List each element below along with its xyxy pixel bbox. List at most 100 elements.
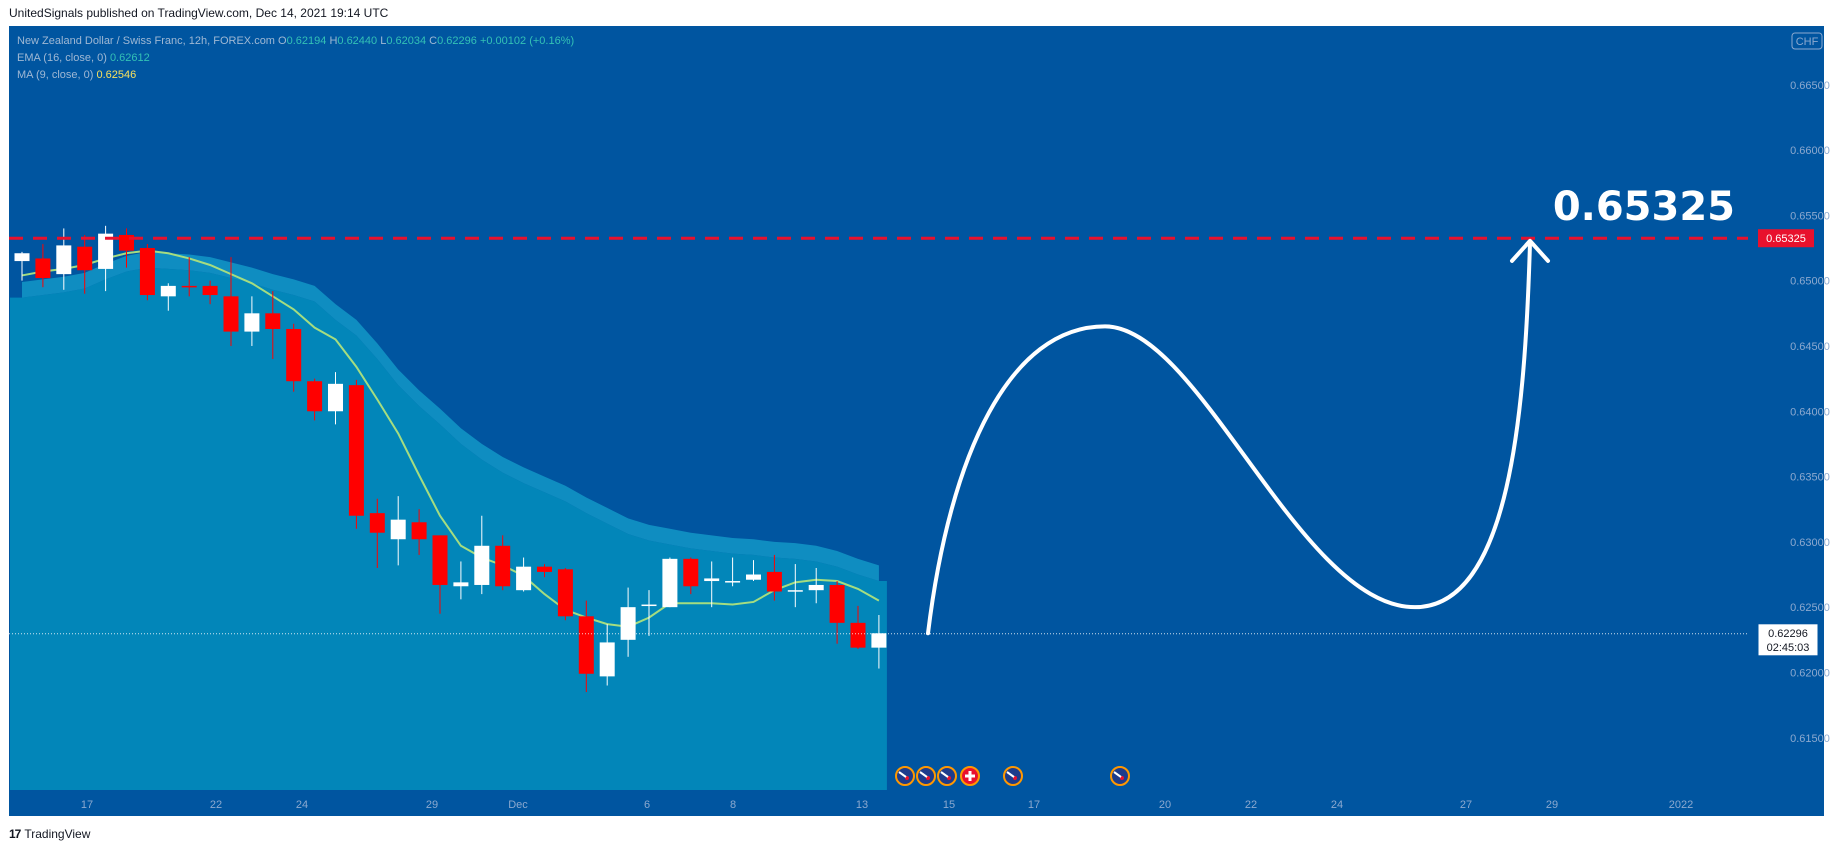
ma-legend[interactable]: MA (9, close, 0) 0.62546 xyxy=(17,69,136,81)
candle-body xyxy=(474,545,490,585)
currency-badge[interactable]: CHF xyxy=(1791,32,1823,50)
candle xyxy=(871,614,887,669)
candle xyxy=(223,257,239,346)
candle-body xyxy=(537,566,552,572)
candle-body xyxy=(202,285,218,296)
x-tick-label: 20 xyxy=(1159,799,1171,811)
high-value: 0.62440 xyxy=(337,35,378,47)
candle-body xyxy=(662,558,678,608)
current-price-label: 0.62296 xyxy=(1768,628,1808,640)
candle-body xyxy=(850,622,866,648)
candle xyxy=(244,296,260,346)
x-axis[interactable]: 17 22 24 29 Dec 6 8 13 15 17 20 22 24 27 29 2022 xyxy=(9,790,1824,816)
candle-body xyxy=(871,633,887,648)
candle xyxy=(160,283,176,311)
candle xyxy=(766,554,782,601)
candle-body xyxy=(432,535,448,585)
open-value: 0.62194 xyxy=(286,35,327,47)
candle xyxy=(808,567,824,604)
candle-body xyxy=(683,558,699,587)
target-price-badge xyxy=(1758,229,1814,248)
candle xyxy=(286,323,302,392)
open-label: O xyxy=(278,35,287,47)
candle xyxy=(474,515,490,595)
x-tick-label: 15 xyxy=(943,799,955,811)
candle-body xyxy=(557,569,573,617)
tv-logo-icon: 17 xyxy=(9,827,21,841)
candle xyxy=(348,379,364,529)
ema-value: 0.62612 xyxy=(109,52,150,64)
ma-line xyxy=(21,249,880,628)
flag-stripe xyxy=(898,771,907,778)
candle-body xyxy=(160,285,176,297)
y-tick-label: 0.62000 xyxy=(1790,667,1830,679)
ma-label: MA (9, close, 0) xyxy=(17,69,94,81)
change-value: +0.00102 (+0.16%) xyxy=(479,35,575,47)
candle xyxy=(328,372,343,425)
candle xyxy=(181,257,197,297)
y-tick-label: 0.63500 xyxy=(1790,472,1830,484)
candle-body xyxy=(223,296,239,332)
candle-body xyxy=(328,383,343,412)
x-tick-label: 27 xyxy=(1460,799,1472,811)
candle xyxy=(850,605,866,649)
ma-value: 0.62546 xyxy=(96,69,137,81)
candle xyxy=(202,280,218,305)
nz-flag-icon[interactable] xyxy=(1003,766,1023,786)
projection-arrowhead xyxy=(1510,238,1550,263)
tradingview-logo[interactable]: 17 TradingView xyxy=(9,827,90,841)
candle xyxy=(77,234,93,294)
candle-body xyxy=(348,385,364,516)
high-label: H xyxy=(329,35,338,47)
candle-body xyxy=(181,285,197,288)
x-tick-label: Dec xyxy=(508,799,528,811)
candle xyxy=(453,561,469,600)
y-tick-label: 0.64500 xyxy=(1790,341,1830,353)
nz-flag-icon[interactable] xyxy=(916,766,936,786)
candle xyxy=(683,557,699,595)
nz-flag-icon[interactable] xyxy=(937,766,957,786)
ema-legend[interactable]: EMA (16, close, 0) 0.62612 xyxy=(17,52,150,64)
flag-stripe xyxy=(1006,771,1015,778)
candle-body xyxy=(516,566,532,591)
candle xyxy=(829,581,845,644)
candle-body xyxy=(35,258,51,279)
candle xyxy=(265,291,281,360)
candle-body xyxy=(411,522,427,540)
candle-body xyxy=(766,571,782,592)
brand-name: TradingView xyxy=(24,827,91,841)
low-label: L xyxy=(380,35,387,47)
nz-flag-icon[interactable] xyxy=(895,766,915,786)
candle-body xyxy=(14,253,30,262)
x-tick-label: 2022 xyxy=(1669,799,1693,811)
flag-stripe xyxy=(940,771,949,778)
close-value: 0.62296 xyxy=(437,35,477,47)
y-axis[interactable]: 0.66500 0.66000 0.65500 0.65000 0.64500 0.640… xyxy=(1748,26,1830,790)
ma-line-path xyxy=(21,249,880,628)
candle xyxy=(599,624,615,686)
cross-v xyxy=(968,771,972,781)
candle-body xyxy=(265,313,281,329)
candle xyxy=(307,378,323,421)
event-markers[interactable] xyxy=(895,766,1130,786)
y-tick-label: 0.63000 xyxy=(1790,537,1830,549)
candle xyxy=(432,535,448,614)
candle xyxy=(369,498,385,568)
candle-body xyxy=(746,574,761,580)
candle xyxy=(98,225,114,292)
ema-band xyxy=(22,251,879,582)
y-tick-label: 0.65500 xyxy=(1790,210,1830,222)
x-tick-label: 22 xyxy=(210,799,222,811)
nz-flag-icon[interactable] xyxy=(1110,766,1130,786)
candle xyxy=(537,564,552,578)
target-price-label: 0.65325 xyxy=(1766,233,1806,245)
ema-band-fill xyxy=(22,251,879,582)
candle xyxy=(14,251,30,281)
x-tick-label: 29 xyxy=(426,799,438,811)
candle-body xyxy=(725,581,741,583)
symbol-legend[interactable]: New Zealand Dollar / Swiss Franc, 12h, F… xyxy=(17,35,574,47)
swiss-flag-icon[interactable] xyxy=(960,766,980,786)
candle-body xyxy=(787,590,803,592)
symbol-name: New Zealand Dollar / Swiss Franc, 12h, F… xyxy=(17,35,275,47)
